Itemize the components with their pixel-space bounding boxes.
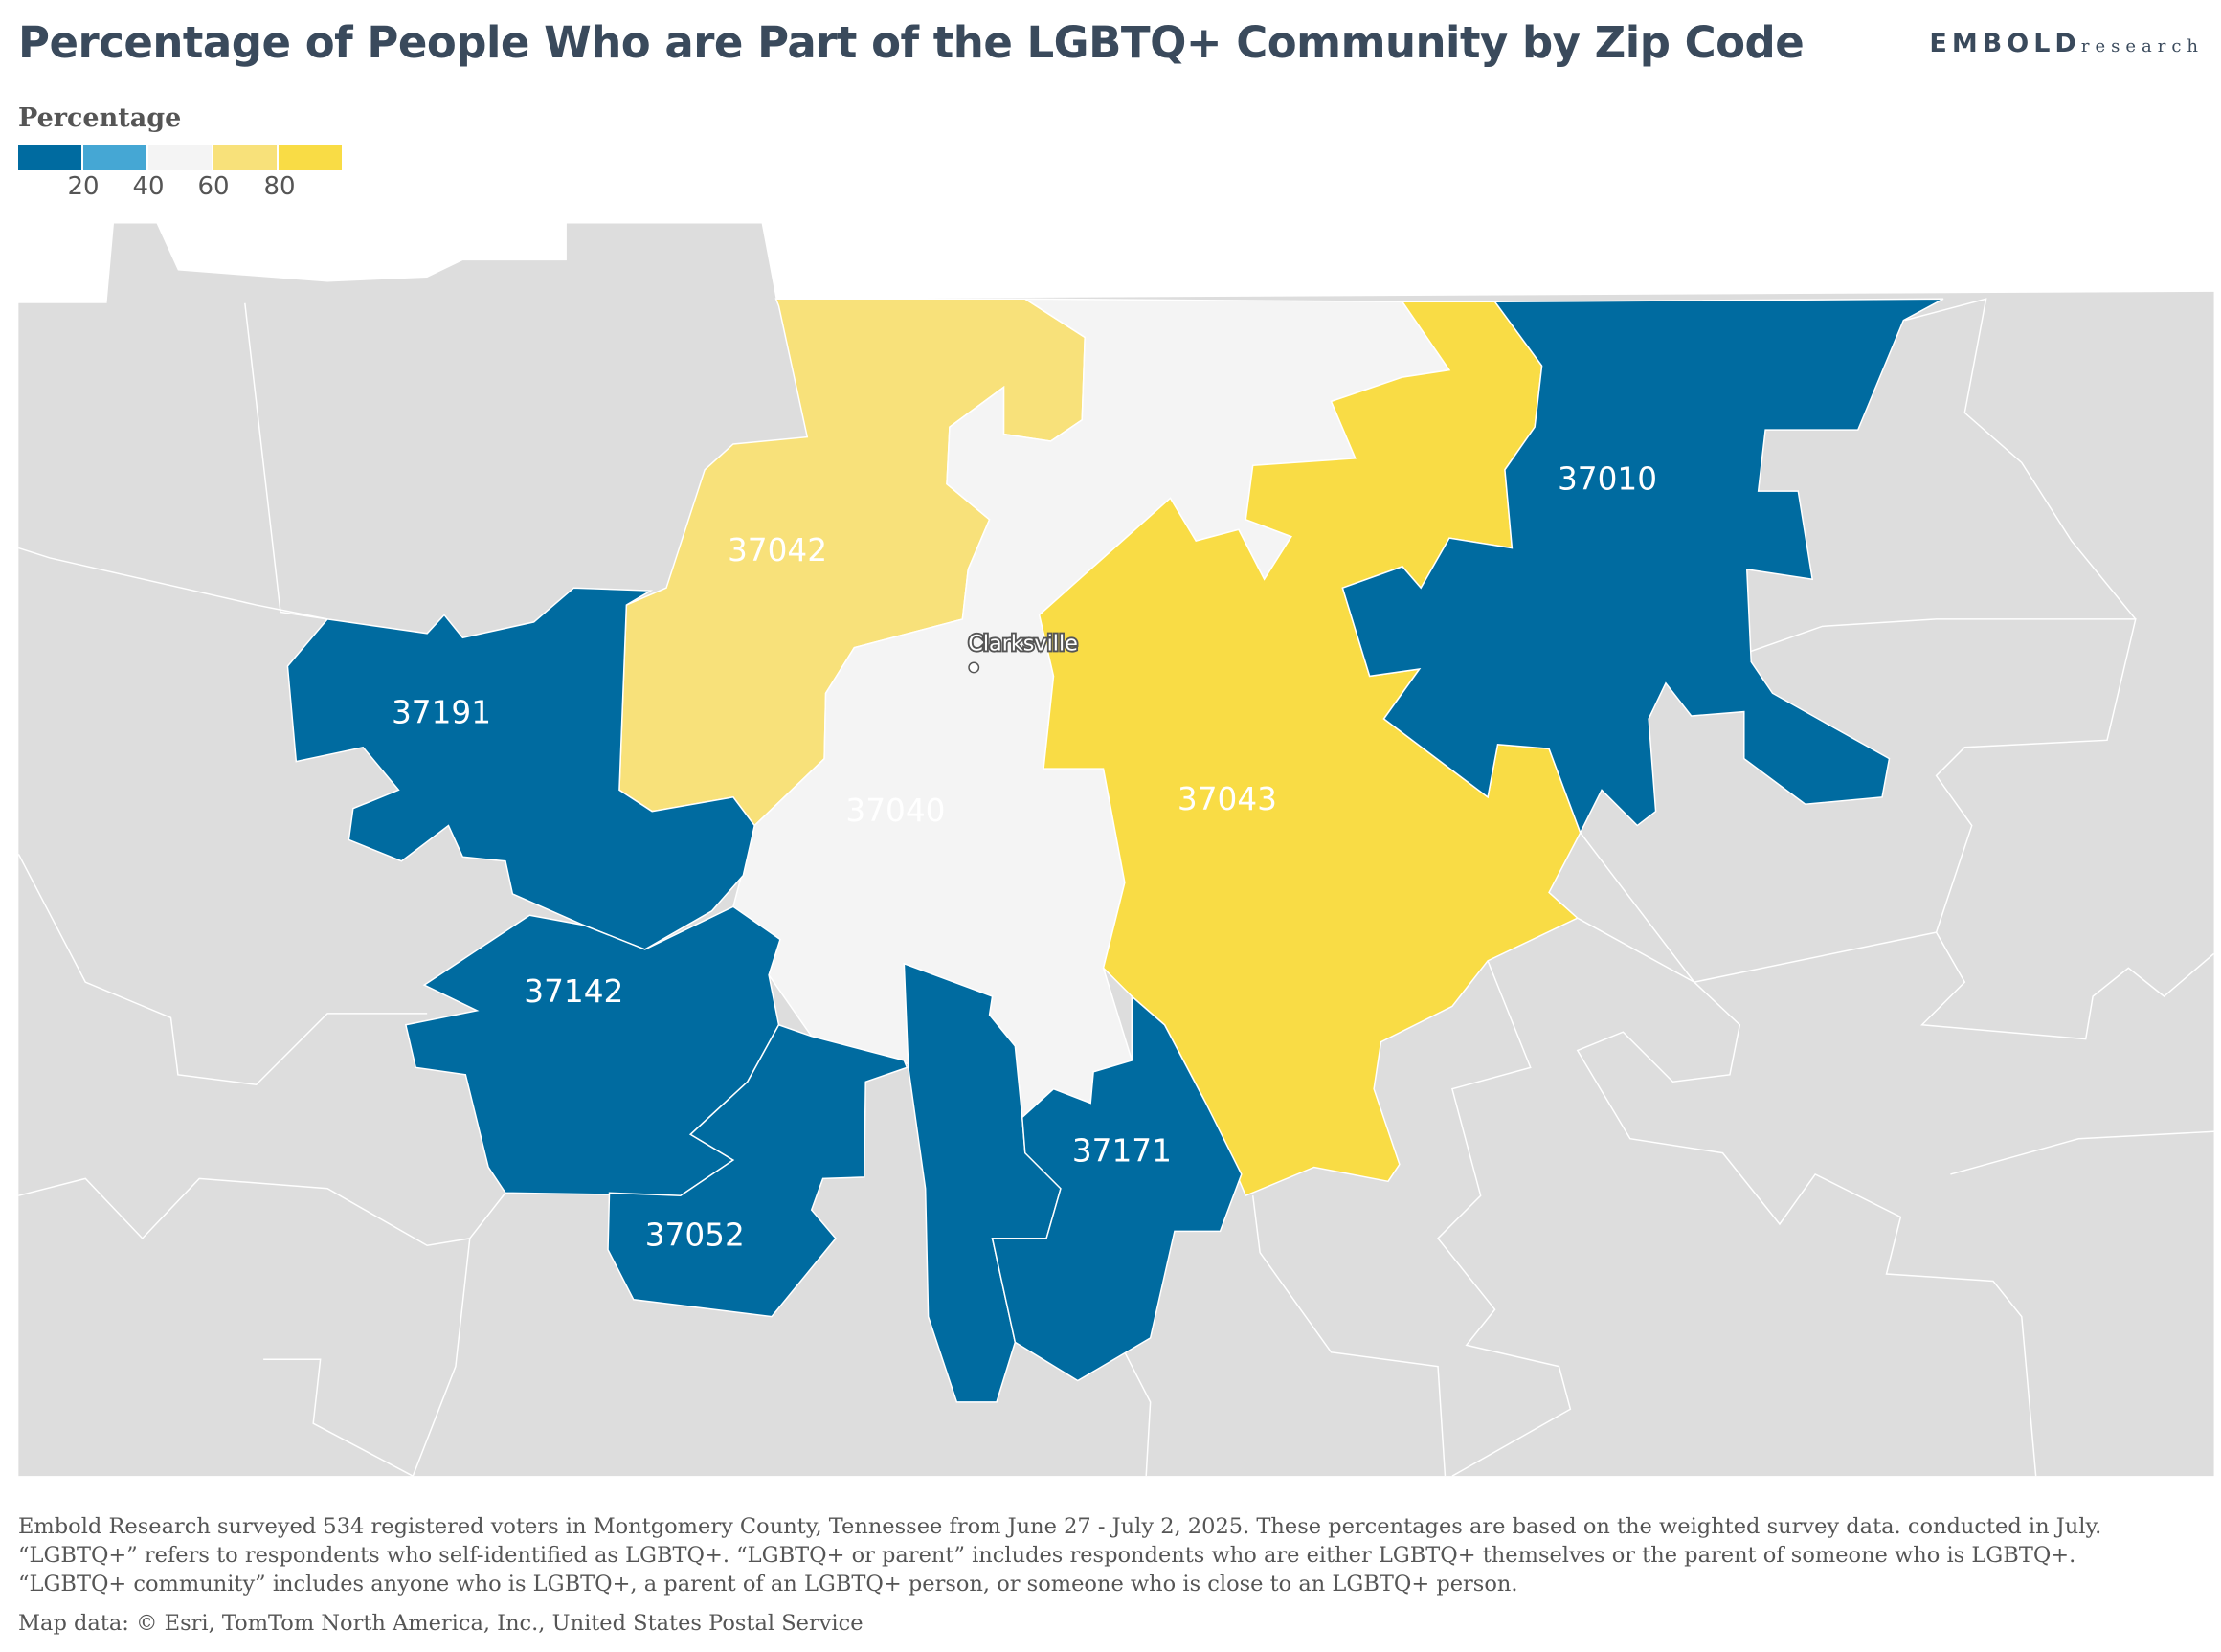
legend-title: Percentage [18, 103, 182, 133]
legend-swatch-20-40 [83, 145, 146, 170]
city-label-clarksville: Clarksville [968, 632, 1078, 657]
legend-swatch-40-60 [148, 145, 212, 170]
zip-label-37052: 37052 [645, 1217, 745, 1253]
legend-tick: 20 [67, 172, 100, 201]
embold-logo: EMBOLDresearch [1929, 29, 2204, 58]
zip-label-37042: 37042 [728, 532, 827, 569]
legend-tick: 80 [263, 172, 296, 201]
zip-37052-region[interactable] [607, 1023, 909, 1318]
zip-label-37040: 37040 [845, 793, 945, 829]
legend-swatch-60-80 [213, 145, 277, 170]
zip-37191-region[interactable] [286, 587, 756, 950]
legend-tick: 60 [197, 172, 230, 201]
zip-37171-region[interactable] [991, 994, 1243, 1382]
legend-swatch-0-20 [18, 145, 81, 170]
methodology-note: Embold Research surveyed 534 registered … [18, 1514, 2102, 1596]
legend-swatch-80-100 [279, 145, 342, 170]
background-boundaries [17, 298, 2215, 1477]
zip-label-37191: 37191 [392, 694, 491, 730]
chart-title: Percentage of People Who are Part of the… [18, 17, 1805, 68]
map-data-source: Map data: © Esri, TomTom North America, … [18, 1611, 864, 1636]
zip-37010-region[interactable] [1341, 298, 1944, 835]
legend-color-bar [18, 145, 342, 170]
zip-label-37142: 37142 [524, 973, 623, 1010]
city-marker-icon [968, 661, 980, 674]
zip-label-37171: 37171 [1072, 1133, 1172, 1170]
zip-label-37010: 37010 [1558, 461, 1657, 498]
legend-tick: 40 [132, 172, 165, 201]
zip-label-37043: 37043 [1178, 781, 1277, 817]
